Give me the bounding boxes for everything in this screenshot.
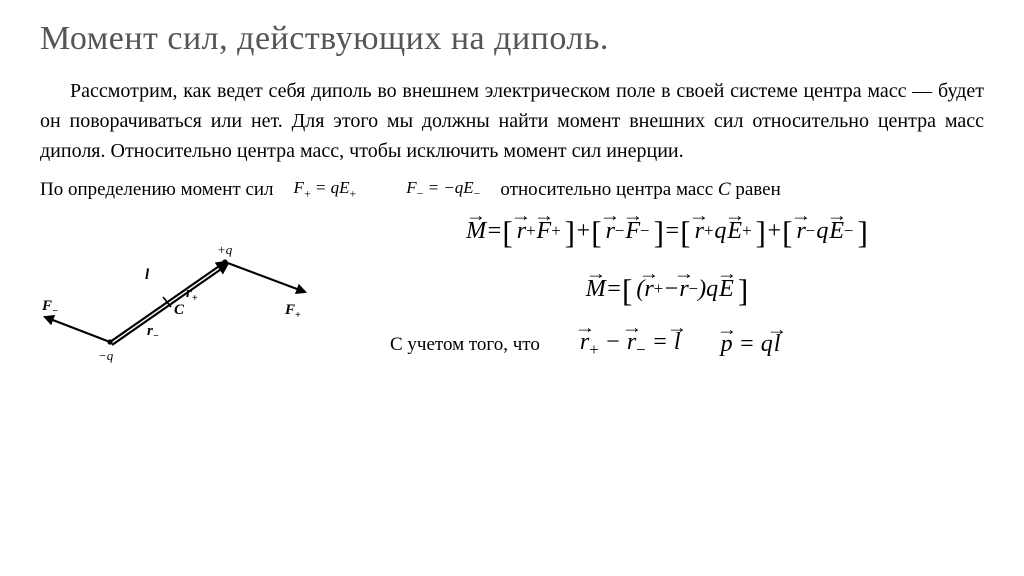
definition-row: По определению момент сил F+ = qE+ F− = … bbox=[40, 178, 984, 201]
equations-column: M = [r+F+] + [r−F−] = [r+qE+] + [r−qE−] … bbox=[350, 207, 984, 360]
svg-text:−q: −q bbox=[98, 348, 114, 363]
bottom-relations: С учетом того, что r+ − r− = l p = ql bbox=[390, 329, 984, 360]
svg-text:F+: F+ bbox=[284, 302, 301, 321]
content-row: +q−qlCr+r−F+F− M = [r+F+] + [r−F−] = [r+… bbox=[40, 207, 984, 397]
svg-text:C: C bbox=[174, 302, 185, 318]
eq-f-plus: F+ = qE+ bbox=[294, 178, 357, 201]
intro-paragraph: Рассмотрим, как ведет себя диполь во вне… bbox=[40, 76, 984, 166]
eq-moment-expanded: M = [r+F+] + [r−F−] = [r+qE+] + [r−qE−] bbox=[350, 213, 984, 249]
svg-text:F−: F− bbox=[41, 298, 58, 317]
considering-text: С учетом того, что bbox=[390, 334, 540, 356]
dipole-diagram: +q−qlCr+r−F+F− bbox=[40, 207, 320, 397]
eq-moment-simplified: M = [(r+ − r−)qE] bbox=[350, 271, 984, 307]
eq-r-diff-l: r+ − r− = l bbox=[580, 329, 681, 360]
svg-text:l: l bbox=[145, 267, 150, 283]
svg-text:+q: +q bbox=[217, 242, 233, 257]
eq-p-ql: p = ql bbox=[721, 331, 781, 358]
def-pre-text: По определению момент сил bbox=[40, 179, 274, 201]
svg-text:r−: r− bbox=[147, 323, 159, 342]
page-title: Момент сил, действующих на диполь. bbox=[40, 20, 984, 58]
def-post-text: относительно центра масс С равен bbox=[500, 179, 780, 201]
eq-f-minus: F− = −qE− bbox=[406, 178, 480, 201]
